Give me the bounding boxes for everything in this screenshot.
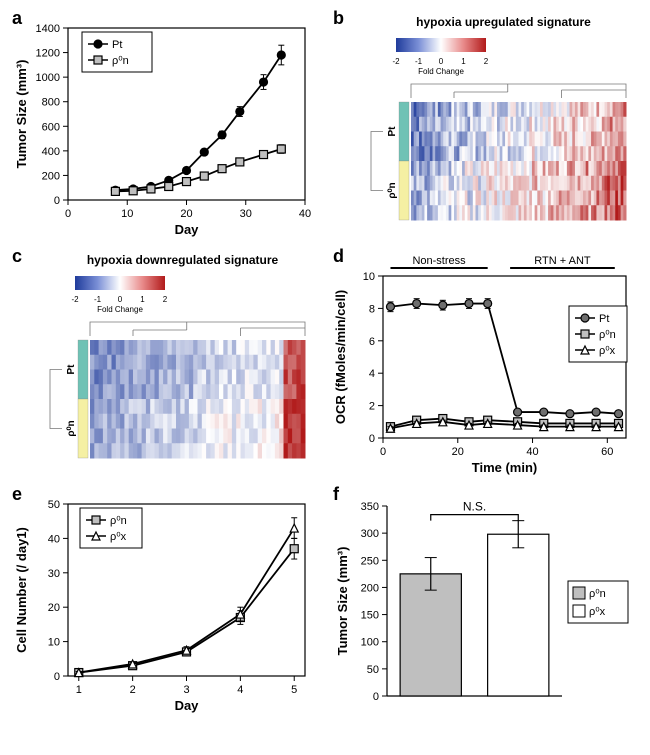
- panel-e-label: e: [12, 484, 22, 505]
- svg-text:Pt: Pt: [599, 313, 609, 325]
- svg-text:2: 2: [369, 401, 375, 413]
- panel-c: c hypoxia downregulated signature -2 -1 0 1 2…: [10, 248, 319, 478]
- svg-text:0: 0: [439, 57, 444, 66]
- svg-text:N.S.: N.S.: [463, 500, 486, 514]
- svg-text:0: 0: [54, 671, 60, 683]
- panel-c-label: c: [12, 246, 22, 267]
- panel-a-chart: 0102030400200400600800100012001400DayTum…: [10, 10, 315, 240]
- panel-b: b hypoxia upregulated signature -2 -1 0 1 2 Fo…: [331, 10, 640, 240]
- figure-grid: a 0102030400200400600800100012001400DayT…: [10, 10, 640, 716]
- svg-text:0: 0: [380, 446, 386, 458]
- svg-text:200: 200: [361, 582, 379, 594]
- svg-text:5: 5: [291, 684, 297, 696]
- panel-c-heatmap: hypoxia downregulated signature -2 -1 0 1 2 Fo…: [10, 248, 315, 478]
- svg-text:OCR (fMoles/min/cell): OCR (fMoles/min/cell): [333, 290, 348, 424]
- svg-text:300: 300: [361, 528, 379, 540]
- panel-a-label: a: [12, 8, 22, 29]
- panel-d: d 0 20 40 60 0 2 4 6 8 10 Time (min) OCR (fMoles/mi…: [331, 248, 640, 478]
- svg-text:Non-stress: Non-stress: [412, 255, 466, 267]
- svg-text:Day: Day: [175, 222, 200, 237]
- svg-text:ρ⁰n: ρ⁰n: [599, 329, 616, 341]
- svg-text:-2: -2: [71, 295, 79, 304]
- svg-text:1: 1: [76, 684, 82, 696]
- svg-text:ρ⁰x: ρ⁰x: [110, 531, 127, 543]
- panel-f-chart: 0 50 100 150 200 250 300 350 Tumor Size (mm³) N.S…: [331, 486, 636, 716]
- svg-text:20: 20: [452, 446, 464, 458]
- svg-text:Pt: Pt: [387, 126, 398, 137]
- svg-text:-2: -2: [392, 57, 400, 66]
- svg-text:0: 0: [65, 208, 71, 220]
- svg-text:30: 30: [48, 568, 60, 580]
- svg-text:ρ⁰n: ρ⁰n: [387, 182, 398, 198]
- svg-text:Cell Number (/ day1): Cell Number (/ day1): [14, 527, 29, 653]
- svg-text:1000: 1000: [36, 72, 60, 84]
- svg-text:60: 60: [601, 446, 613, 458]
- svg-text:10: 10: [121, 208, 133, 220]
- panel-e-chart: 1234501020304050DayCell Number (/ day1)ρ…: [10, 486, 315, 716]
- svg-text:2: 2: [484, 57, 489, 66]
- svg-text:40: 40: [48, 533, 60, 545]
- svg-text:0: 0: [373, 691, 379, 703]
- svg-text:8: 8: [369, 303, 375, 315]
- svg-text:200: 200: [42, 170, 60, 182]
- svg-text:150: 150: [361, 610, 379, 622]
- svg-text:0: 0: [118, 295, 123, 304]
- svg-text:0: 0: [54, 195, 60, 207]
- svg-text:10: 10: [48, 637, 60, 649]
- svg-text:400: 400: [42, 146, 60, 158]
- svg-text:2: 2: [163, 295, 168, 304]
- svg-text:-1: -1: [94, 295, 102, 304]
- svg-text:50: 50: [367, 664, 379, 676]
- panel-b-heatmap: hypoxia upregulated signature -2 -1 0 1 2 Fold…: [331, 10, 636, 240]
- svg-text:100: 100: [361, 637, 379, 649]
- svg-text:RTN + ANT: RTN + ANT: [534, 255, 591, 267]
- panel-a: a 0102030400200400600800100012001400DayT…: [10, 10, 319, 240]
- panel-b-label: b: [333, 8, 344, 29]
- svg-text:1: 1: [140, 295, 145, 304]
- svg-text:Day: Day: [175, 698, 200, 713]
- svg-text:1200: 1200: [36, 48, 60, 60]
- svg-text:6: 6: [369, 336, 375, 348]
- svg-text:ρ⁰x: ρ⁰x: [599, 345, 616, 357]
- svg-text:3: 3: [183, 684, 189, 696]
- svg-text:Tumor Size (mm³): Tumor Size (mm³): [14, 60, 29, 169]
- svg-text:40: 40: [526, 446, 538, 458]
- svg-text:0: 0: [369, 433, 375, 445]
- svg-text:hypoxia downregulated signatur: hypoxia downregulated signature: [87, 253, 279, 267]
- svg-text:2: 2: [130, 684, 136, 696]
- svg-text:800: 800: [42, 97, 60, 109]
- svg-text:30: 30: [240, 208, 252, 220]
- svg-text:250: 250: [361, 555, 379, 567]
- svg-text:ρ⁰n: ρ⁰n: [66, 420, 77, 436]
- svg-text:Time (min): Time (min): [472, 460, 538, 475]
- svg-text:ρ⁰n: ρ⁰n: [589, 588, 606, 600]
- svg-text:Tumor Size (mm³): Tumor Size (mm³): [335, 547, 350, 656]
- svg-text:-1: -1: [415, 57, 423, 66]
- svg-text:20: 20: [180, 208, 192, 220]
- svg-text:1: 1: [461, 57, 466, 66]
- svg-text:1400: 1400: [36, 23, 60, 35]
- svg-text:hypoxia upregulated signature: hypoxia upregulated signature: [416, 15, 591, 29]
- svg-text:ρ⁰n: ρ⁰n: [112, 55, 129, 67]
- svg-text:Fold Change: Fold Change: [97, 305, 143, 314]
- panel-f-label: f: [333, 484, 339, 505]
- panel-d-label: d: [333, 246, 344, 267]
- panel-d-chart: 0 20 40 60 0 2 4 6 8 10 Time (min) OCR (fMoles/min/…: [331, 248, 636, 478]
- panel-e: e 1234501020304050DayCell Number (/ day1…: [10, 486, 319, 716]
- svg-text:20: 20: [48, 602, 60, 614]
- svg-text:ρ⁰x: ρ⁰x: [589, 606, 606, 618]
- svg-text:Pt: Pt: [66, 364, 77, 375]
- svg-text:40: 40: [299, 208, 311, 220]
- svg-text:4: 4: [237, 684, 243, 696]
- svg-text:10: 10: [363, 271, 375, 283]
- svg-text:50: 50: [48, 499, 60, 511]
- svg-text:ρ⁰n: ρ⁰n: [110, 515, 127, 527]
- panel-f: f 0 50 100 150 200 250 300 350 Tumor Size (mm³) N…: [331, 486, 640, 716]
- svg-text:Fold Change: Fold Change: [418, 67, 464, 76]
- svg-text:4: 4: [369, 368, 375, 380]
- svg-text:600: 600: [42, 121, 60, 133]
- svg-text:Pt: Pt: [112, 39, 122, 51]
- svg-text:350: 350: [361, 501, 379, 513]
